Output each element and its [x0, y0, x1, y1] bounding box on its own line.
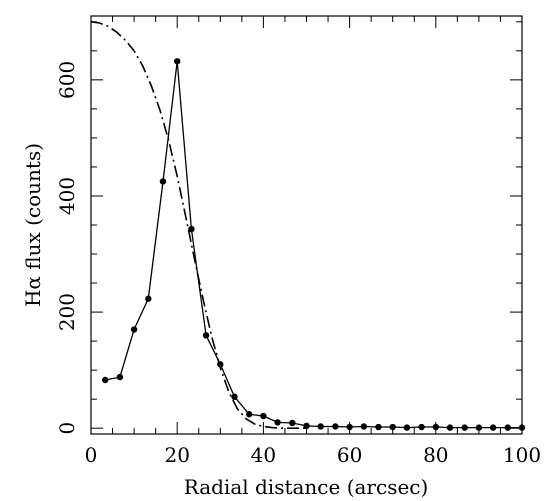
- data-point: [446, 424, 454, 431]
- x-tick-label: 0: [85, 443, 98, 467]
- data-point: [432, 423, 439, 431]
- x-tick-label: 40: [251, 443, 276, 467]
- series-line-2: [90, 21, 307, 430]
- x-axis-label: Radial distance (arcsec): [184, 475, 429, 499]
- series-layer: [90, 21, 526, 431]
- x-tick-label: 100: [503, 443, 541, 467]
- data-point: [317, 423, 324, 430]
- data-point: [102, 376, 109, 384]
- data-point: [475, 424, 483, 431]
- data-point: [202, 332, 210, 339]
- data-point: [289, 419, 296, 427]
- x-tick-label: 60: [337, 443, 362, 467]
- data-point: [188, 225, 195, 233]
- data-point: [461, 424, 468, 431]
- data-point: [245, 411, 253, 418]
- data-point: [418, 423, 425, 431]
- data-point: [518, 424, 526, 431]
- data-point: [489, 424, 497, 431]
- y-tick-label: 600: [55, 61, 79, 99]
- y-axis-label: Hα flux (counts): [21, 143, 45, 307]
- axis-ticks: 0 20 40 60 80 100 0 200 400 600: [55, 16, 541, 467]
- data-point: [116, 373, 124, 381]
- data-point: [274, 419, 281, 426]
- data-point: [231, 393, 238, 401]
- data-point: [130, 326, 138, 333]
- data-point: [403, 424, 411, 431]
- data-point: [332, 423, 339, 430]
- y-tick-label: 200: [55, 293, 79, 331]
- data-point: [389, 423, 396, 431]
- y-tick-label: 400: [55, 177, 79, 215]
- data-point: [504, 424, 511, 431]
- plot-frame: [90, 15, 523, 435]
- data-point: [159, 178, 167, 185]
- data-point: [260, 412, 267, 420]
- series-line-1: [105, 61, 522, 429]
- data-point: [375, 423, 382, 431]
- x-tick-label: 20: [164, 443, 189, 467]
- x-tick-label: 80: [423, 443, 448, 467]
- y-tick-label: 0: [55, 422, 79, 435]
- data-point: [360, 423, 368, 430]
- data-point: [346, 423, 353, 431]
- data-point: [145, 295, 152, 302]
- data-point: [174, 58, 181, 65]
